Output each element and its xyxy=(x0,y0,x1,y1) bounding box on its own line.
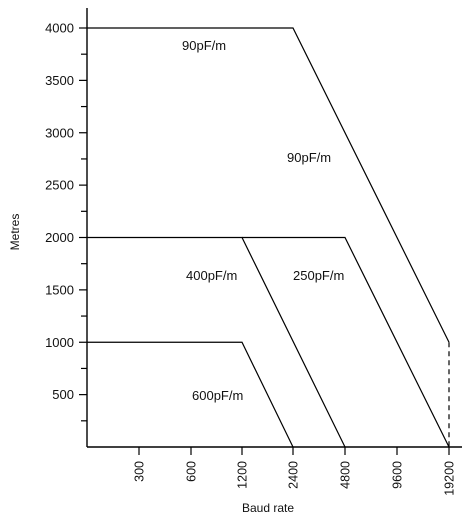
series-line-2 xyxy=(242,236,450,448)
annotations: 90pF/m 90pF/m 400pF/m 250pF/m 600pF/m xyxy=(182,38,344,403)
series-line-3 xyxy=(87,236,346,448)
y-tick-label: 3000 xyxy=(45,125,74,140)
annotation-label: 250pF/m xyxy=(293,268,344,283)
x-axis-ticks: 300 600 1200 2400 4800 9600 19200 xyxy=(133,447,457,496)
y-tick-label: 2500 xyxy=(45,178,74,193)
x-tick-label: 2400 xyxy=(287,461,301,489)
y-tick-label: 1000 xyxy=(45,335,74,350)
x-tick-label: 600 xyxy=(185,461,199,482)
y-tick-label: 500 xyxy=(52,387,74,402)
x-tick-label: 300 xyxy=(133,461,147,482)
x-tick-label: 9600 xyxy=(391,461,405,489)
annotation-label: 600pF/m xyxy=(192,388,243,403)
x-tick-label: 1200 xyxy=(236,461,250,489)
series-lines xyxy=(87,27,450,448)
axes xyxy=(86,8,462,448)
x-tick-label: 19200 xyxy=(443,461,457,496)
y-tick-label: 3500 xyxy=(45,73,74,88)
series-line-4 xyxy=(87,341,294,448)
annotation-label: 90pF/m xyxy=(182,38,226,53)
x-tick-label: 4800 xyxy=(339,461,353,489)
y-tick-label: 2000 xyxy=(45,230,74,245)
x-axis-label: Baud rate xyxy=(242,501,294,515)
y-axis-ticks: 500 1000 1500 2000 2500 3000 3500 4000 xyxy=(45,21,87,422)
y-tick-label: 1500 xyxy=(45,282,74,297)
series-line-1 xyxy=(87,27,450,343)
y-tick-label: 4000 xyxy=(45,21,74,36)
annotation-label: 400pF/m xyxy=(186,268,237,283)
annotation-label: 90pF/m xyxy=(287,150,331,165)
y-axis-label: Metres xyxy=(8,214,22,251)
